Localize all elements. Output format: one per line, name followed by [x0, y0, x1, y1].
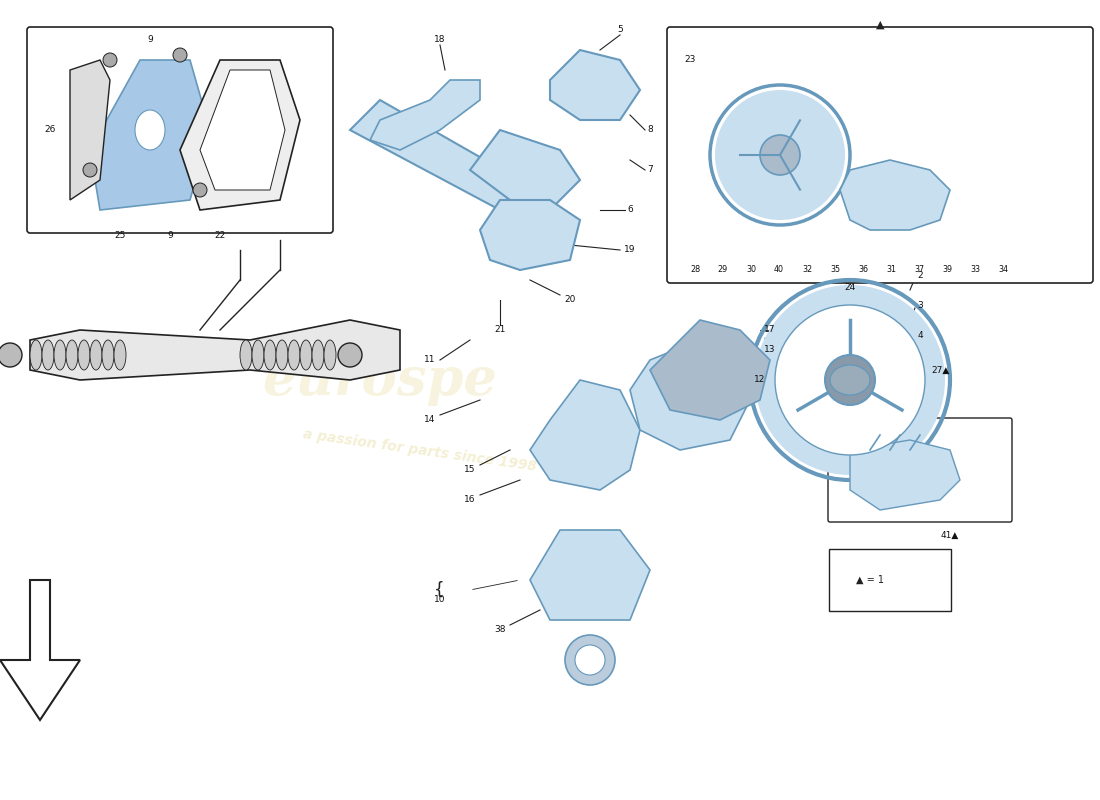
- Circle shape: [575, 645, 605, 675]
- Text: 8: 8: [647, 126, 653, 134]
- Text: 11: 11: [425, 355, 436, 365]
- Circle shape: [173, 48, 187, 62]
- Text: 23: 23: [684, 55, 695, 65]
- Polygon shape: [470, 130, 580, 210]
- Text: 17: 17: [764, 326, 776, 334]
- Text: 25: 25: [114, 230, 125, 239]
- Polygon shape: [0, 580, 80, 720]
- Text: 40: 40: [774, 266, 784, 274]
- Ellipse shape: [252, 340, 264, 370]
- Text: 24: 24: [845, 283, 856, 293]
- Text: ▲: ▲: [876, 20, 884, 30]
- Text: 12: 12: [755, 375, 766, 385]
- Text: 7: 7: [647, 166, 653, 174]
- Ellipse shape: [114, 340, 126, 370]
- Text: 13: 13: [764, 346, 776, 354]
- Text: 35: 35: [829, 266, 840, 274]
- FancyBboxPatch shape: [829, 549, 952, 611]
- Polygon shape: [530, 380, 640, 490]
- Text: 28: 28: [690, 266, 700, 274]
- Ellipse shape: [30, 340, 42, 370]
- Polygon shape: [200, 70, 285, 190]
- Text: 37: 37: [914, 266, 924, 274]
- Text: 9: 9: [147, 35, 153, 45]
- Text: 5: 5: [617, 26, 623, 34]
- Ellipse shape: [54, 340, 66, 370]
- Ellipse shape: [135, 110, 165, 150]
- Polygon shape: [350, 100, 520, 210]
- Circle shape: [565, 635, 615, 685]
- Text: 30: 30: [746, 266, 756, 274]
- FancyBboxPatch shape: [667, 27, 1093, 283]
- Text: 33: 33: [970, 266, 980, 274]
- Text: 22: 22: [214, 230, 225, 239]
- Text: 38: 38: [494, 626, 506, 634]
- Circle shape: [776, 305, 925, 455]
- Text: 9: 9: [167, 230, 173, 239]
- Polygon shape: [370, 80, 480, 150]
- Text: 41▲: 41▲: [940, 530, 959, 539]
- Ellipse shape: [276, 340, 288, 370]
- Ellipse shape: [264, 340, 276, 370]
- Ellipse shape: [830, 365, 870, 395]
- Text: 39: 39: [942, 266, 953, 274]
- Text: 19: 19: [625, 246, 636, 254]
- Polygon shape: [180, 60, 300, 210]
- Text: 3: 3: [917, 301, 923, 310]
- Text: 29: 29: [718, 266, 728, 274]
- Ellipse shape: [300, 340, 312, 370]
- Circle shape: [82, 163, 97, 177]
- Ellipse shape: [90, 340, 102, 370]
- Polygon shape: [630, 340, 750, 450]
- Ellipse shape: [240, 340, 252, 370]
- Text: 34: 34: [998, 266, 1008, 274]
- Text: 10: 10: [434, 595, 446, 605]
- Text: 26: 26: [44, 126, 56, 134]
- Text: {: {: [434, 581, 446, 599]
- Circle shape: [755, 285, 945, 475]
- Circle shape: [825, 355, 874, 405]
- Ellipse shape: [324, 340, 336, 370]
- FancyBboxPatch shape: [828, 418, 1012, 522]
- Text: 6: 6: [627, 206, 632, 214]
- Circle shape: [760, 135, 800, 175]
- Text: a passion for parts since 1998: a passion for parts since 1998: [302, 426, 538, 474]
- Polygon shape: [90, 60, 210, 210]
- Ellipse shape: [288, 340, 300, 370]
- Polygon shape: [850, 440, 960, 510]
- Circle shape: [103, 53, 117, 67]
- Polygon shape: [480, 200, 580, 270]
- Circle shape: [0, 343, 22, 367]
- Ellipse shape: [66, 340, 78, 370]
- Text: 21: 21: [494, 326, 506, 334]
- Text: eurospe: eurospe: [263, 354, 497, 406]
- Text: 16: 16: [464, 495, 475, 505]
- Ellipse shape: [102, 340, 114, 370]
- Text: 31: 31: [886, 266, 896, 274]
- FancyBboxPatch shape: [28, 27, 333, 233]
- Text: 32: 32: [802, 266, 812, 274]
- Ellipse shape: [42, 340, 54, 370]
- Polygon shape: [650, 320, 770, 420]
- Text: 27▲: 27▲: [931, 366, 949, 374]
- Polygon shape: [550, 50, 640, 120]
- Text: 20: 20: [564, 295, 575, 305]
- Polygon shape: [840, 160, 950, 230]
- Text: 36: 36: [858, 266, 868, 274]
- Text: ▲ = 1: ▲ = 1: [856, 575, 884, 585]
- Ellipse shape: [78, 340, 90, 370]
- Polygon shape: [30, 320, 400, 380]
- Text: 2: 2: [917, 270, 923, 279]
- Text: 4: 4: [917, 330, 923, 339]
- Ellipse shape: [312, 340, 324, 370]
- Circle shape: [338, 343, 362, 367]
- Text: 14: 14: [425, 415, 436, 425]
- Text: 18: 18: [434, 35, 446, 45]
- Circle shape: [192, 183, 207, 197]
- Polygon shape: [70, 60, 110, 200]
- Circle shape: [715, 90, 845, 220]
- Polygon shape: [530, 530, 650, 620]
- Text: 15: 15: [464, 466, 475, 474]
